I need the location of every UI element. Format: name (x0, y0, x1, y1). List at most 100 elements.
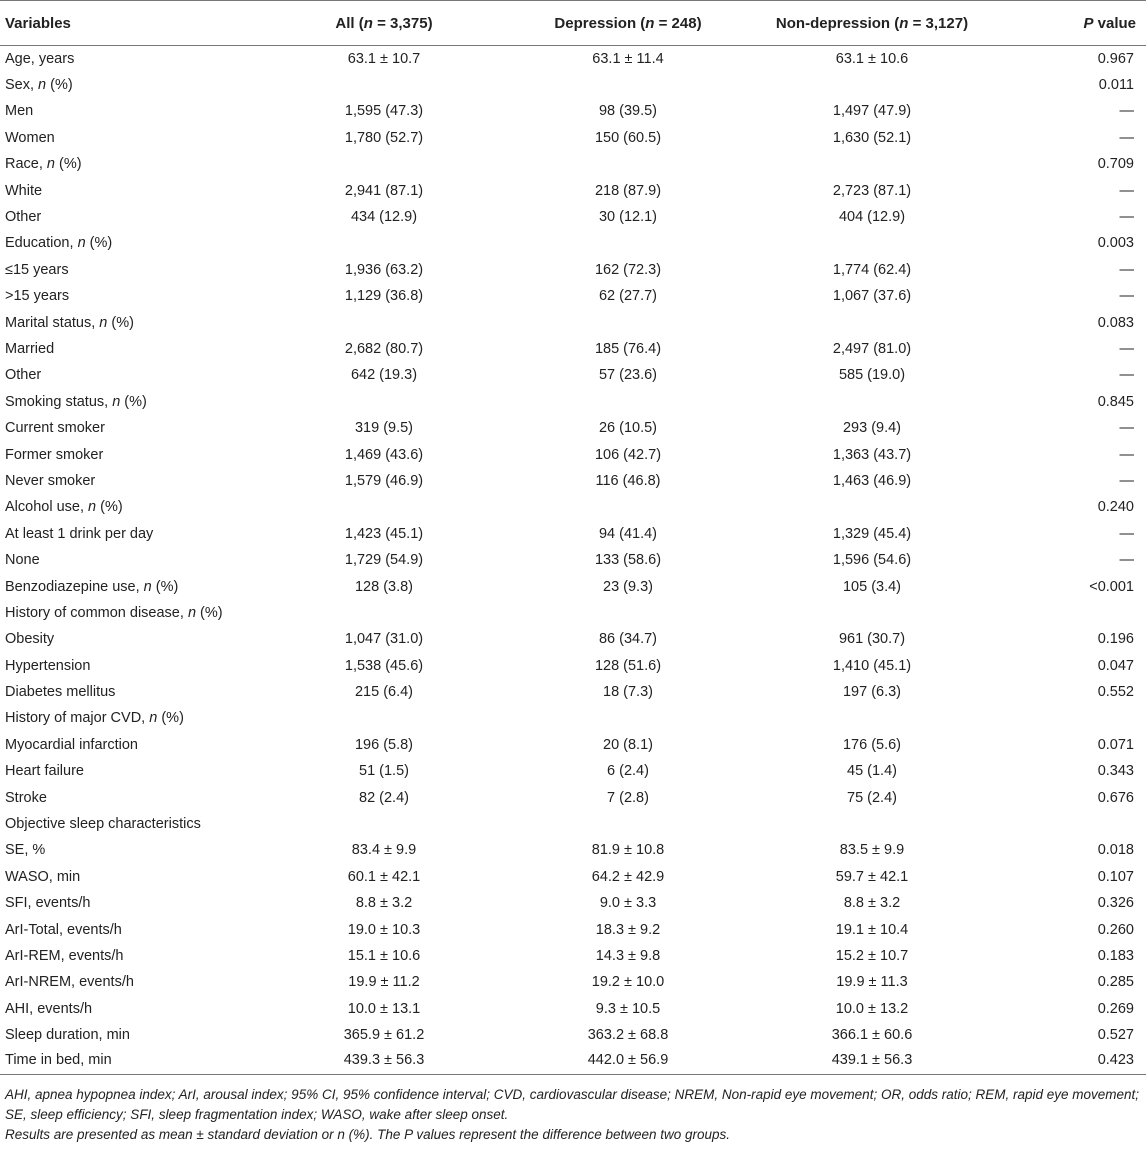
depression-cell (506, 309, 750, 335)
p-value-cell: — (1119, 103, 1135, 120)
depression-cell (506, 389, 750, 415)
all-cell: 15.1 ± 10.6 (347, 947, 421, 964)
depression-cell: 98 (39.5) (598, 103, 658, 120)
all-cell: 1,423 (45.1) (344, 525, 424, 542)
depression-cell: 442.0 ± 56.9 (506, 1048, 750, 1076)
p-value-cell: 0.967 (1097, 50, 1134, 67)
header-all: All (n = 3,375) (262, 0, 506, 46)
all-cell: 196 (5.8) (354, 736, 414, 753)
depression-cell (506, 151, 750, 177)
row-label-cell: Benzodiazepine use, n (%) (5, 578, 179, 595)
table-row: Other 642 (19.3) 57 (23.6) 585 (19.0) — (0, 362, 1146, 388)
p-value-cell: — (1119, 129, 1135, 146)
p-value-cell: — (1119, 182, 1135, 199)
table-row: Current smoker 319 (9.5) 26 (10.5) 293 (9.4… (0, 415, 1146, 441)
non-depression-cell: 1,410 (45.1) (832, 657, 912, 674)
table-row: ArI-NREM, events/h 19.9 ± 11.2 19.2 ± 10.0… (0, 969, 1146, 995)
depression-cell: 57 (23.6) (598, 367, 658, 384)
table-row: SE, % 83.4 ± 9.9 81.9 ± 10.8 83.5 ± 9.9 0.01… (0, 837, 1146, 863)
row-label-cell: Current smoker (5, 420, 105, 437)
p-value-cell: 0.196 (1097, 631, 1134, 648)
all-cell: 1,129 (36.8) (344, 288, 424, 305)
depression-cell: 18 (7.3) (603, 684, 653, 701)
p-value-cell: 0.845 (1097, 393, 1134, 410)
non-depression-cell: 45 (1.4) (847, 763, 897, 780)
non-depression-cell: 83.5 ± 9.9 (839, 842, 905, 859)
p-value-cell: — (1119, 367, 1135, 384)
depression-cell: 30 (12.1) (598, 209, 658, 226)
non-depression-cell: 2,723 (87.1) (832, 182, 912, 199)
table-row: Men 1,595 (47.3) 98 (39.5) 1,497 (47.9) — (0, 98, 1146, 124)
row-label-cell: Never smoker (5, 472, 96, 489)
depression-cell (506, 230, 750, 256)
non-depression-cell (750, 309, 994, 335)
row-label-cell: Other (5, 367, 42, 384)
table-row: History of common disease, n (%) (0, 600, 1146, 626)
table-row: WASO, min 60.1 ± 42.1 64.2 ± 42.9 59.7 ± 42… (0, 864, 1146, 890)
depression-cell: 150 (60.5) (594, 129, 662, 146)
table-row: Never smoker 1,579 (46.9) 116 (46.8) 1,463 … (0, 468, 1146, 494)
row-label-cell: Alcohol use, n (%) (5, 499, 123, 516)
row-label-cell: Women (5, 129, 55, 146)
p-value-cell: 0.269 (1097, 1000, 1134, 1017)
all-cell: 128 (3.8) (354, 578, 414, 595)
p-value-cell: — (1119, 209, 1135, 226)
depression-cell: 81.9 ± 10.8 (591, 842, 665, 859)
table-row: None 1,729 (54.9) 133 (58.6) 1,596 (54.6) — (0, 547, 1146, 573)
header-row: Variables All (n = 3,375) Depression (n … (0, 0, 1146, 46)
table-row: Marital status, n (%) 0.083 (0, 309, 1146, 335)
row-label-cell: ≤15 years (5, 261, 69, 278)
p-value-cell: 0.285 (1097, 974, 1134, 991)
p-value-cell (994, 811, 1146, 837)
depression-cell: 14.3 ± 9.8 (595, 947, 661, 964)
all-cell: 1,469 (43.6) (344, 446, 424, 463)
row-label-cell: ArI-REM, events/h (5, 947, 124, 964)
row-label-cell: Myocardial infarction (5, 736, 138, 753)
p-value-cell: 0.260 (1097, 921, 1134, 938)
row-label-cell: Age, years (5, 50, 75, 67)
all-cell (262, 811, 506, 837)
row-label-cell: At least 1 drink per day (5, 525, 154, 542)
row-label-cell: None (5, 552, 40, 569)
p-value-cell (994, 600, 1146, 626)
table-header: Variables All (n = 3,375) Depression (n … (0, 0, 1146, 46)
p-value-cell: 0.709 (1097, 156, 1134, 173)
table-row: Age, years 63.1 ± 10.7 63.1 ± 11.4 63.1 ± 1… (0, 46, 1146, 72)
non-depression-cell: 75 (2.4) (847, 789, 897, 806)
row-label-cell: Objective sleep characteristics (5, 816, 201, 833)
footnote-abbreviations: AHI, apnea hypopnea index; ArI, arousal … (5, 1087, 1140, 1123)
all-cell (262, 309, 506, 335)
p-value-cell: 0.423 (994, 1048, 1146, 1076)
row-label-cell: AHI, events/h (5, 1000, 93, 1017)
row-label-cell: Smoking status, n (%) (5, 393, 147, 410)
row-label-cell: History of major CVD, n (%) (5, 710, 184, 727)
p-value-cell: 0.326 (1097, 895, 1134, 912)
depression-cell: 363.2 ± 68.8 (587, 1027, 669, 1044)
table-row: ≤15 years 1,936 (63.2) 162 (72.3) 1,774 (62… (0, 257, 1146, 283)
row-label-cell: Hypertension (5, 657, 91, 674)
p-value-cell: 0.527 (1097, 1027, 1134, 1044)
table-row: At least 1 drink per day 1,423 (45.1) 94 (… (0, 521, 1146, 547)
p-value-cell: 0.047 (1097, 657, 1134, 674)
table-row: Married 2,682 (80.7) 185 (76.4) 2,497 (81.0… (0, 336, 1146, 362)
depression-cell: 62 (27.7) (598, 288, 658, 305)
p-value-cell: — (1119, 288, 1135, 305)
depression-cell (506, 811, 750, 837)
row-label-cell: WASO, min (5, 868, 81, 885)
non-depression-cell (750, 72, 994, 98)
depression-cell: 9.3 ± 10.5 (595, 1000, 661, 1017)
p-value-cell: 0.183 (1097, 947, 1134, 964)
depression-cell: 116 (46.8) (595, 472, 661, 489)
table-footnotes: AHI, apnea hypopnea index; ArI, arousal … (0, 1075, 1146, 1145)
depression-cell: 94 (41.4) (598, 525, 658, 542)
table-row: Smoking status, n (%) 0.845 (0, 389, 1146, 415)
all-cell (262, 600, 506, 626)
non-depression-cell: 293 (9.4) (842, 420, 902, 437)
non-depression-cell: 1,596 (54.6) (832, 552, 912, 569)
table-body: Age, years 63.1 ± 10.7 63.1 ± 11.4 63.1 ± 1… (0, 46, 1146, 1076)
row-label-cell: Other (5, 209, 42, 226)
row-label-cell: White (5, 182, 43, 199)
all-cell: 1,780 (52.7) (344, 129, 424, 146)
all-cell: 319 (9.5) (354, 420, 414, 437)
depression-cell: 9.0 ± 3.3 (599, 895, 657, 912)
